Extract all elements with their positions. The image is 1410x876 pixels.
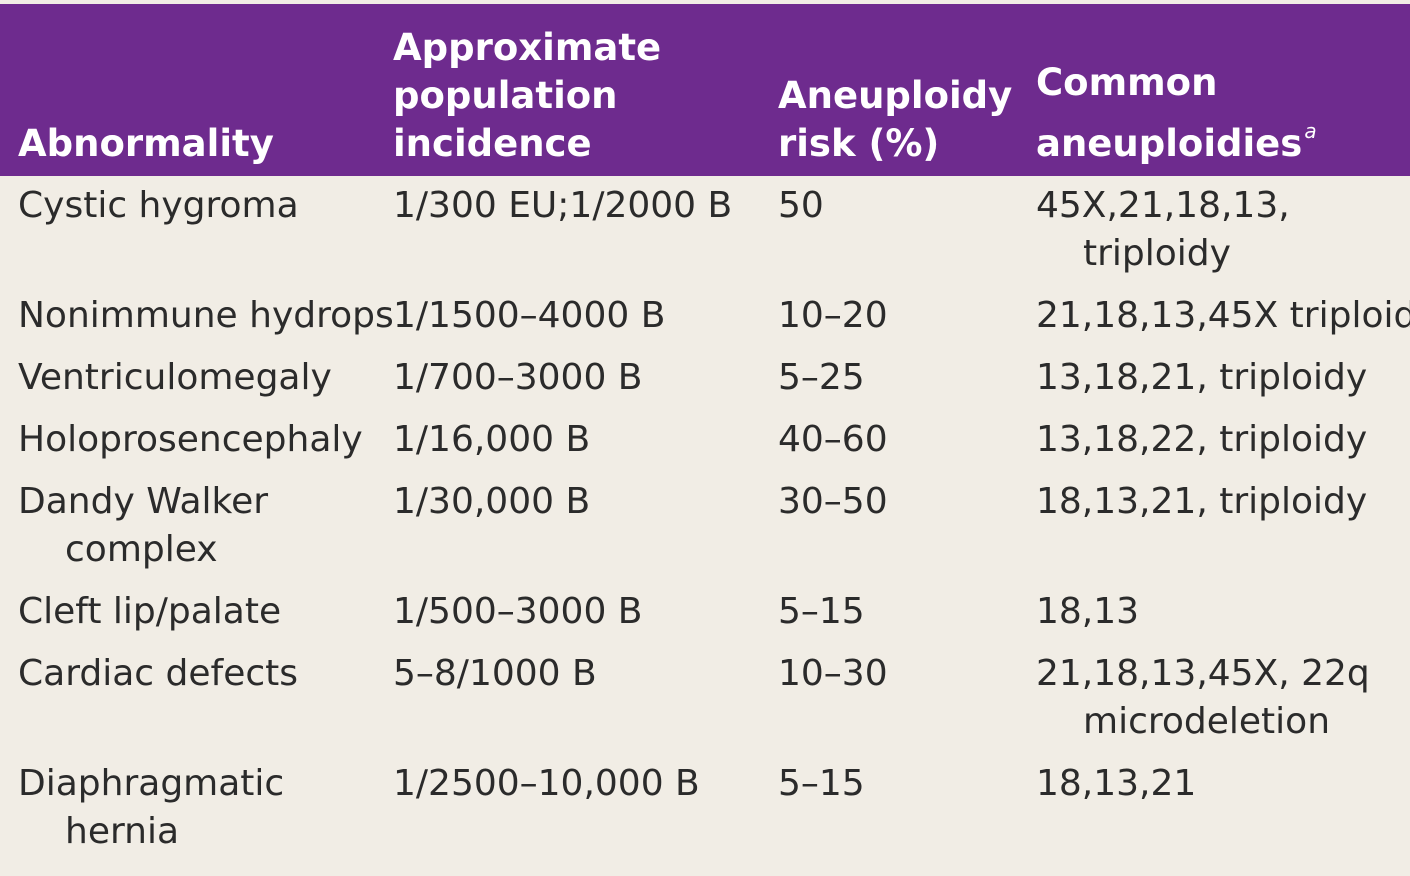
cell-abnormality-line: Ventriculomegaly [18, 357, 332, 398]
cell-abnormality: Holoprosencephaly [18, 416, 378, 464]
table-row: Dandy Walker complex 1/30,000 B 30–50 18,13,… [0, 478, 1410, 588]
cell-common-aneuploidies-line: triploidy [1083, 233, 1231, 274]
cell-common-aneuploidies-line: 21,18,13,45X triploidy [1036, 295, 1410, 336]
cell-risk: 40–60 [778, 419, 888, 460]
cell-abnormality: Nonimmune hydrops [18, 292, 394, 340]
cell-common-aneuploidies: 18,13,21, triploidy [1036, 478, 1408, 526]
cell-abnormality-line: Cystic hygroma [18, 185, 299, 226]
cell-incidence: 5–8/1000 B [393, 653, 597, 694]
cell-abnormality: Ventriculomegaly [18, 354, 378, 402]
cell-common-aneuploidies-line: 13,18,22, triploidy [1036, 419, 1368, 460]
cell-abnormality: Cystic hygroma [18, 182, 378, 230]
cell-common-aneuploidies: 18,13 [1036, 588, 1408, 636]
cell-common-aneuploidies-line: 18,13,21 [1036, 763, 1197, 804]
cell-abnormality-line: Nonimmune hydrops [18, 295, 394, 336]
cell-common-aneuploidies-line: 18,13 [1036, 591, 1140, 632]
cell-risk: 5–15 [778, 763, 865, 804]
cell-abnormality: Cardiac defects [18, 650, 378, 698]
header-risk: Aneuploidy risk (%) [778, 74, 1013, 165]
cell-risk: 5–25 [778, 357, 865, 398]
table-row: Holoprosencephaly 1/16,000 B 40–60 13,18,22… [0, 416, 1410, 478]
cell-incidence: 1/500–3000 B [393, 591, 643, 632]
table-row: Ventriculomegaly 1/700–3000 B 5–25 13,18,21… [0, 354, 1410, 416]
header-common-label: Common aneuploidies [1036, 61, 1303, 165]
cell-common-aneuploidies: 18,13,21 [1036, 760, 1408, 808]
cell-common-aneuploidies-line: microdeletion [1083, 701, 1331, 742]
cell-risk: 30–50 [778, 481, 888, 522]
cell-incidence: 1/1500–4000 B [393, 295, 666, 336]
cell-common-aneuploidies: 21,18,13,45X, 22q microdeletion [1036, 650, 1408, 746]
cell-common-aneuploidies-line: 13,18,21, triploidy [1036, 357, 1368, 398]
cell-incidence: 1/30,000 B [393, 481, 591, 522]
cell-abnormality-line: hernia [65, 811, 180, 852]
table-row: Cystic hygroma 1/300 EU;1/2000 B 50 45X,21,… [0, 182, 1410, 292]
header-incidence: Approximate population incidence [393, 26, 662, 165]
header-common-aneuploidies: Common aneuploidies a [1036, 59, 1317, 168]
cell-common-aneuploidies-line: 21,18,13,45X, 22q [1036, 653, 1370, 694]
cell-abnormality: Diaphragmatic hernia [18, 760, 378, 856]
cell-incidence: 1/16,000 B [393, 419, 591, 460]
table-row: Cleft lip/palate 1/500–3000 B 5–15 18,13 [0, 588, 1410, 650]
cell-common-aneuploidies: 21,18,13,45X triploidy [1036, 292, 1410, 340]
cell-abnormality-line: complex [65, 529, 218, 570]
table-header: Abnormality Approximate population incid… [0, 4, 1410, 176]
cell-abnormality: Cleft lip/palate [18, 588, 378, 636]
table-body: Cystic hygroma 1/300 EU;1/2000 B 50 45X,21,… [0, 182, 1410, 870]
table-row: Cardiac defects 5–8/1000 B 10–30 21,18,13,4… [0, 650, 1410, 760]
cell-abnormality-line: Diaphragmatic [18, 763, 285, 804]
cell-incidence: 1/700–3000 B [393, 357, 643, 398]
cell-common-aneuploidies: 13,18,21, triploidy [1036, 354, 1408, 402]
cell-risk: 5–15 [778, 591, 865, 632]
cell-common-aneuploidies-line: 18,13,21, triploidy [1036, 481, 1368, 522]
cell-common-aneuploidies: 45X,21,18,13, triploidy [1036, 182, 1408, 278]
table-row: Diaphragmatic hernia 1/2500–10,000 B 5–15 18… [0, 760, 1410, 870]
cell-abnormality-line: Dandy Walker [18, 481, 269, 522]
cell-abnormality-line: Cardiac defects [18, 653, 299, 694]
cell-common-aneuploidies-line: 45X,21,18,13, [1036, 185, 1290, 226]
cell-abnormality-line: Holoprosencephaly [18, 419, 363, 460]
cell-risk: 10–20 [778, 295, 888, 336]
footnote-mark: a [1304, 119, 1317, 143]
table-row: Nonimmune hydrops 1/1500–4000 B 10–20 21,18… [0, 292, 1410, 354]
cell-incidence: 1/300 EU;1/2000 B [393, 185, 733, 226]
cell-risk: 10–30 [778, 653, 888, 694]
cell-common-aneuploidies: 13,18,22, triploidy [1036, 416, 1408, 464]
cell-risk: 50 [778, 185, 824, 226]
cell-abnormality: Dandy Walker complex [18, 478, 378, 574]
cell-incidence: 1/2500–10,000 B [393, 763, 700, 804]
cell-abnormality-line: Cleft lip/palate [18, 591, 282, 632]
header-abnormality: Abnormality [18, 122, 274, 165]
